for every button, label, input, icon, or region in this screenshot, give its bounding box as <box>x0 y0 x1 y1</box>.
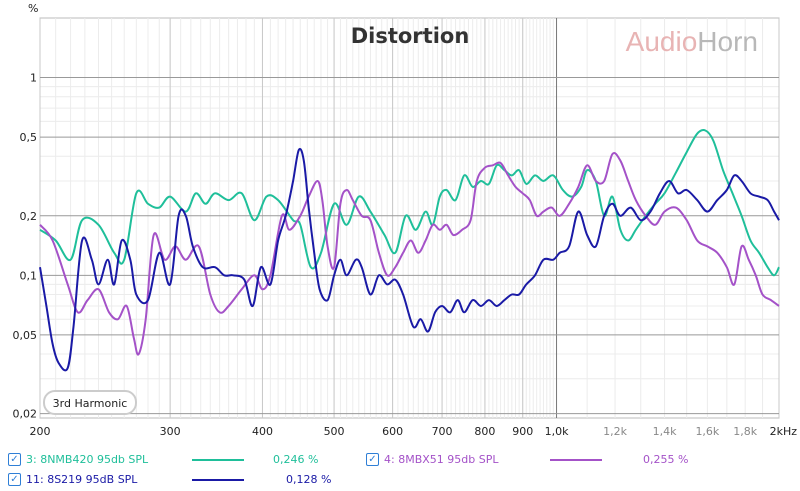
series-line-0 <box>39 128 780 277</box>
y-tick-label: 0,2 <box>20 210 38 223</box>
series-line-1 <box>39 152 780 356</box>
checkbox-icon[interactable]: ✓ <box>8 473 21 486</box>
x-tick-label: 800 <box>474 425 495 438</box>
checkbox-icon[interactable]: ✓ <box>366 453 379 466</box>
x-tick-label: 500 <box>324 425 345 438</box>
checkbox-icon[interactable]: ✓ <box>8 453 21 466</box>
series-lines <box>39 128 780 372</box>
y-axis-unit: % <box>28 2 38 15</box>
watermark-part: Horn <box>697 26 758 57</box>
y-tick-label: 1 <box>30 72 37 85</box>
legend-item-8mbx51[interactable]: ✓ 4: 8MBX51 95db SPL 0,255 % <box>366 452 706 468</box>
x-tick-label: 300 <box>160 425 181 438</box>
legend-line-swatch <box>192 459 244 461</box>
legend-line-swatch <box>192 479 244 481</box>
legend-series-value: 0,255 % <box>643 453 689 466</box>
legend-series-name: 4: 8MBX51 95db SPL <box>384 453 499 466</box>
x-tick-label: 900 <box>512 425 533 438</box>
x-tick-label: 1,8k <box>733 425 757 438</box>
legend-series-value: 0,246 % <box>273 453 319 466</box>
legend-series-name: 3: 8NMB420 95db SPL <box>26 453 149 466</box>
x-tick-label: 2kHz <box>770 425 798 438</box>
x-tick-label: 1,6k <box>695 425 719 438</box>
y-tick-label: 0,1 <box>20 269 38 282</box>
y-tick-label: 0,05 <box>13 329 38 342</box>
series-line-2 <box>39 147 780 372</box>
y-tick-label: 0,02 <box>13 408 38 421</box>
legend-series-value: 0,128 % <box>286 473 332 486</box>
legend-item-8s219[interactable]: ✓ 11: 8S219 95dB SPL 0,128 % <box>8 472 348 488</box>
y-tick-label: 0,5 <box>20 131 38 144</box>
x-tick-label: 400 <box>252 425 273 438</box>
x-tick-label: 1,2k <box>603 425 627 438</box>
legend-line-swatch <box>550 459 602 461</box>
x-tick-label: 700 <box>432 425 453 438</box>
chart-title: Distortion <box>351 24 470 48</box>
axis-ticks: 200 300 400 500 600 700 800 900 1,0k 2kHz 1,2k 1,4k… <box>13 72 798 438</box>
watermark-part: Audio <box>626 26 698 57</box>
x-tick-label: 600 <box>382 425 403 438</box>
x-tick-label: 200 <box>30 425 51 438</box>
x-tick-label: 1,4k <box>653 425 677 438</box>
legend-series-name: 11: 8S219 95dB SPL <box>26 473 138 486</box>
x-tick-label: 1,0k <box>545 425 569 438</box>
legend-item-8nmb420[interactable]: ✓ 3: 8NMB420 95db SPL 0,246 % <box>8 452 348 468</box>
watermark-logo: AudioHorn <box>626 26 758 57</box>
annotation-label: 3rd Harmonic <box>53 397 128 410</box>
annotation-box: 3rd Harmonic <box>43 390 137 415</box>
